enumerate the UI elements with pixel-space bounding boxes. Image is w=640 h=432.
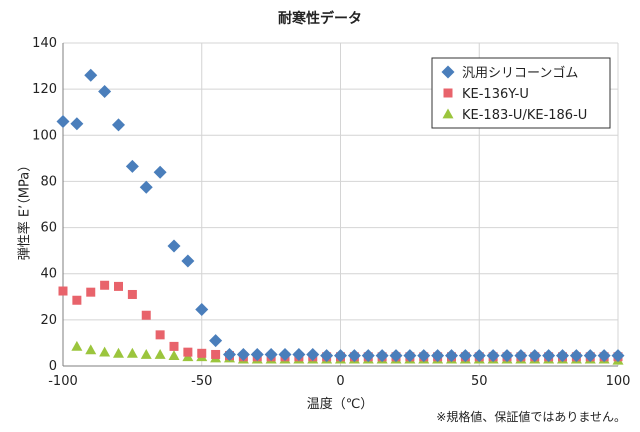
data-point-triangle — [126, 347, 138, 358]
data-point-diamond — [472, 349, 486, 363]
data-point-diamond — [236, 347, 250, 361]
y-tick-label: 40 — [40, 267, 57, 282]
data-point-diamond — [125, 159, 139, 173]
data-point-square — [197, 348, 207, 358]
disclaimer-note: ※規格値、保証値ではありません。 — [436, 410, 626, 424]
y-tick-label: 80 — [40, 174, 57, 189]
data-point-diamond — [569, 349, 583, 363]
data-point-diamond — [431, 349, 445, 363]
data-point-diamond — [403, 349, 417, 363]
data-point-diamond — [292, 347, 306, 361]
data-point-diamond — [347, 349, 361, 363]
data-point-diamond — [542, 349, 556, 363]
y-tick-label: 0 — [49, 359, 57, 374]
chart-title: 耐寒性データ — [278, 11, 362, 27]
data-point-diamond — [445, 349, 458, 363]
data-point-triangle — [140, 348, 152, 359]
y-tick-label: 60 — [40, 221, 57, 236]
data-point-diamond — [611, 349, 625, 363]
legend-label: KE-136Y-U — [462, 87, 529, 102]
data-point-triangle — [99, 346, 111, 357]
data-point-diamond — [486, 349, 500, 363]
data-point-diamond — [556, 349, 569, 363]
data-point-square — [86, 287, 96, 297]
x-tick-label: 0 — [336, 374, 344, 389]
data-point-square — [141, 310, 151, 320]
data-point-diamond — [528, 349, 542, 363]
data-point-diamond — [306, 347, 320, 361]
x-axis-label: 温度（℃） — [306, 397, 374, 412]
data-point-square — [169, 341, 179, 351]
y-tick-label: 100 — [32, 128, 57, 143]
data-point-square — [100, 280, 110, 290]
data-point-diamond — [223, 347, 236, 361]
data-point-diamond — [112, 118, 125, 132]
data-point-square — [72, 295, 82, 305]
data-point-diamond — [361, 349, 375, 363]
data-point-diamond — [250, 347, 264, 361]
data-point-square — [155, 330, 165, 340]
data-point-diamond — [389, 349, 403, 363]
legend-marker-diamond — [441, 65, 455, 79]
data-point-diamond — [458, 349, 472, 363]
data-point-triangle — [85, 344, 97, 355]
data-point-triangle — [168, 350, 180, 361]
data-point-diamond — [195, 302, 209, 316]
data-point-diamond — [417, 349, 431, 363]
data-point-square — [211, 349, 221, 359]
data-point-diamond — [583, 349, 597, 363]
legend-marker-square — [443, 88, 453, 98]
x-tick-label: 100 — [606, 374, 631, 389]
data-point-square — [58, 286, 68, 296]
x-tick-label: -100 — [48, 374, 78, 389]
data-point-triangle — [71, 340, 83, 351]
legend-marker-triangle — [442, 108, 454, 119]
data-point-square — [114, 281, 123, 291]
data-point-diamond — [320, 349, 334, 363]
data-point-diamond — [98, 84, 112, 98]
y-tick-label: 140 — [32, 36, 57, 51]
data-point-diamond — [500, 349, 514, 363]
x-tick-label: -50 — [191, 374, 212, 389]
data-point-diamond — [209, 334, 223, 348]
data-point-square — [127, 289, 137, 299]
data-point-diamond — [375, 349, 389, 363]
data-point-diamond — [84, 68, 98, 82]
y-tick-label: 20 — [40, 313, 57, 328]
legend-label: KE-183-U/KE-186-U — [462, 108, 587, 123]
data-point-diamond — [264, 347, 278, 361]
data-point-diamond — [334, 349, 347, 363]
data-point-diamond — [153, 165, 167, 179]
data-point-diamond — [70, 117, 84, 131]
data-point-diamond — [514, 349, 528, 363]
data-point-triangle — [113, 347, 124, 358]
data-point-diamond — [181, 254, 195, 268]
legend-box — [431, 57, 611, 129]
data-point-diamond — [597, 349, 611, 363]
data-point-diamond — [167, 239, 181, 253]
y-tick-label: 120 — [32, 82, 57, 97]
data-point-triangle — [154, 348, 166, 359]
data-point-diamond — [278, 347, 292, 361]
data-point-square — [183, 347, 193, 357]
legend-label: 汎用シリコーンゴム — [462, 65, 578, 81]
x-tick-label: 50 — [471, 374, 488, 389]
data-point-diamond — [56, 114, 70, 128]
data-point-diamond — [139, 180, 153, 194]
